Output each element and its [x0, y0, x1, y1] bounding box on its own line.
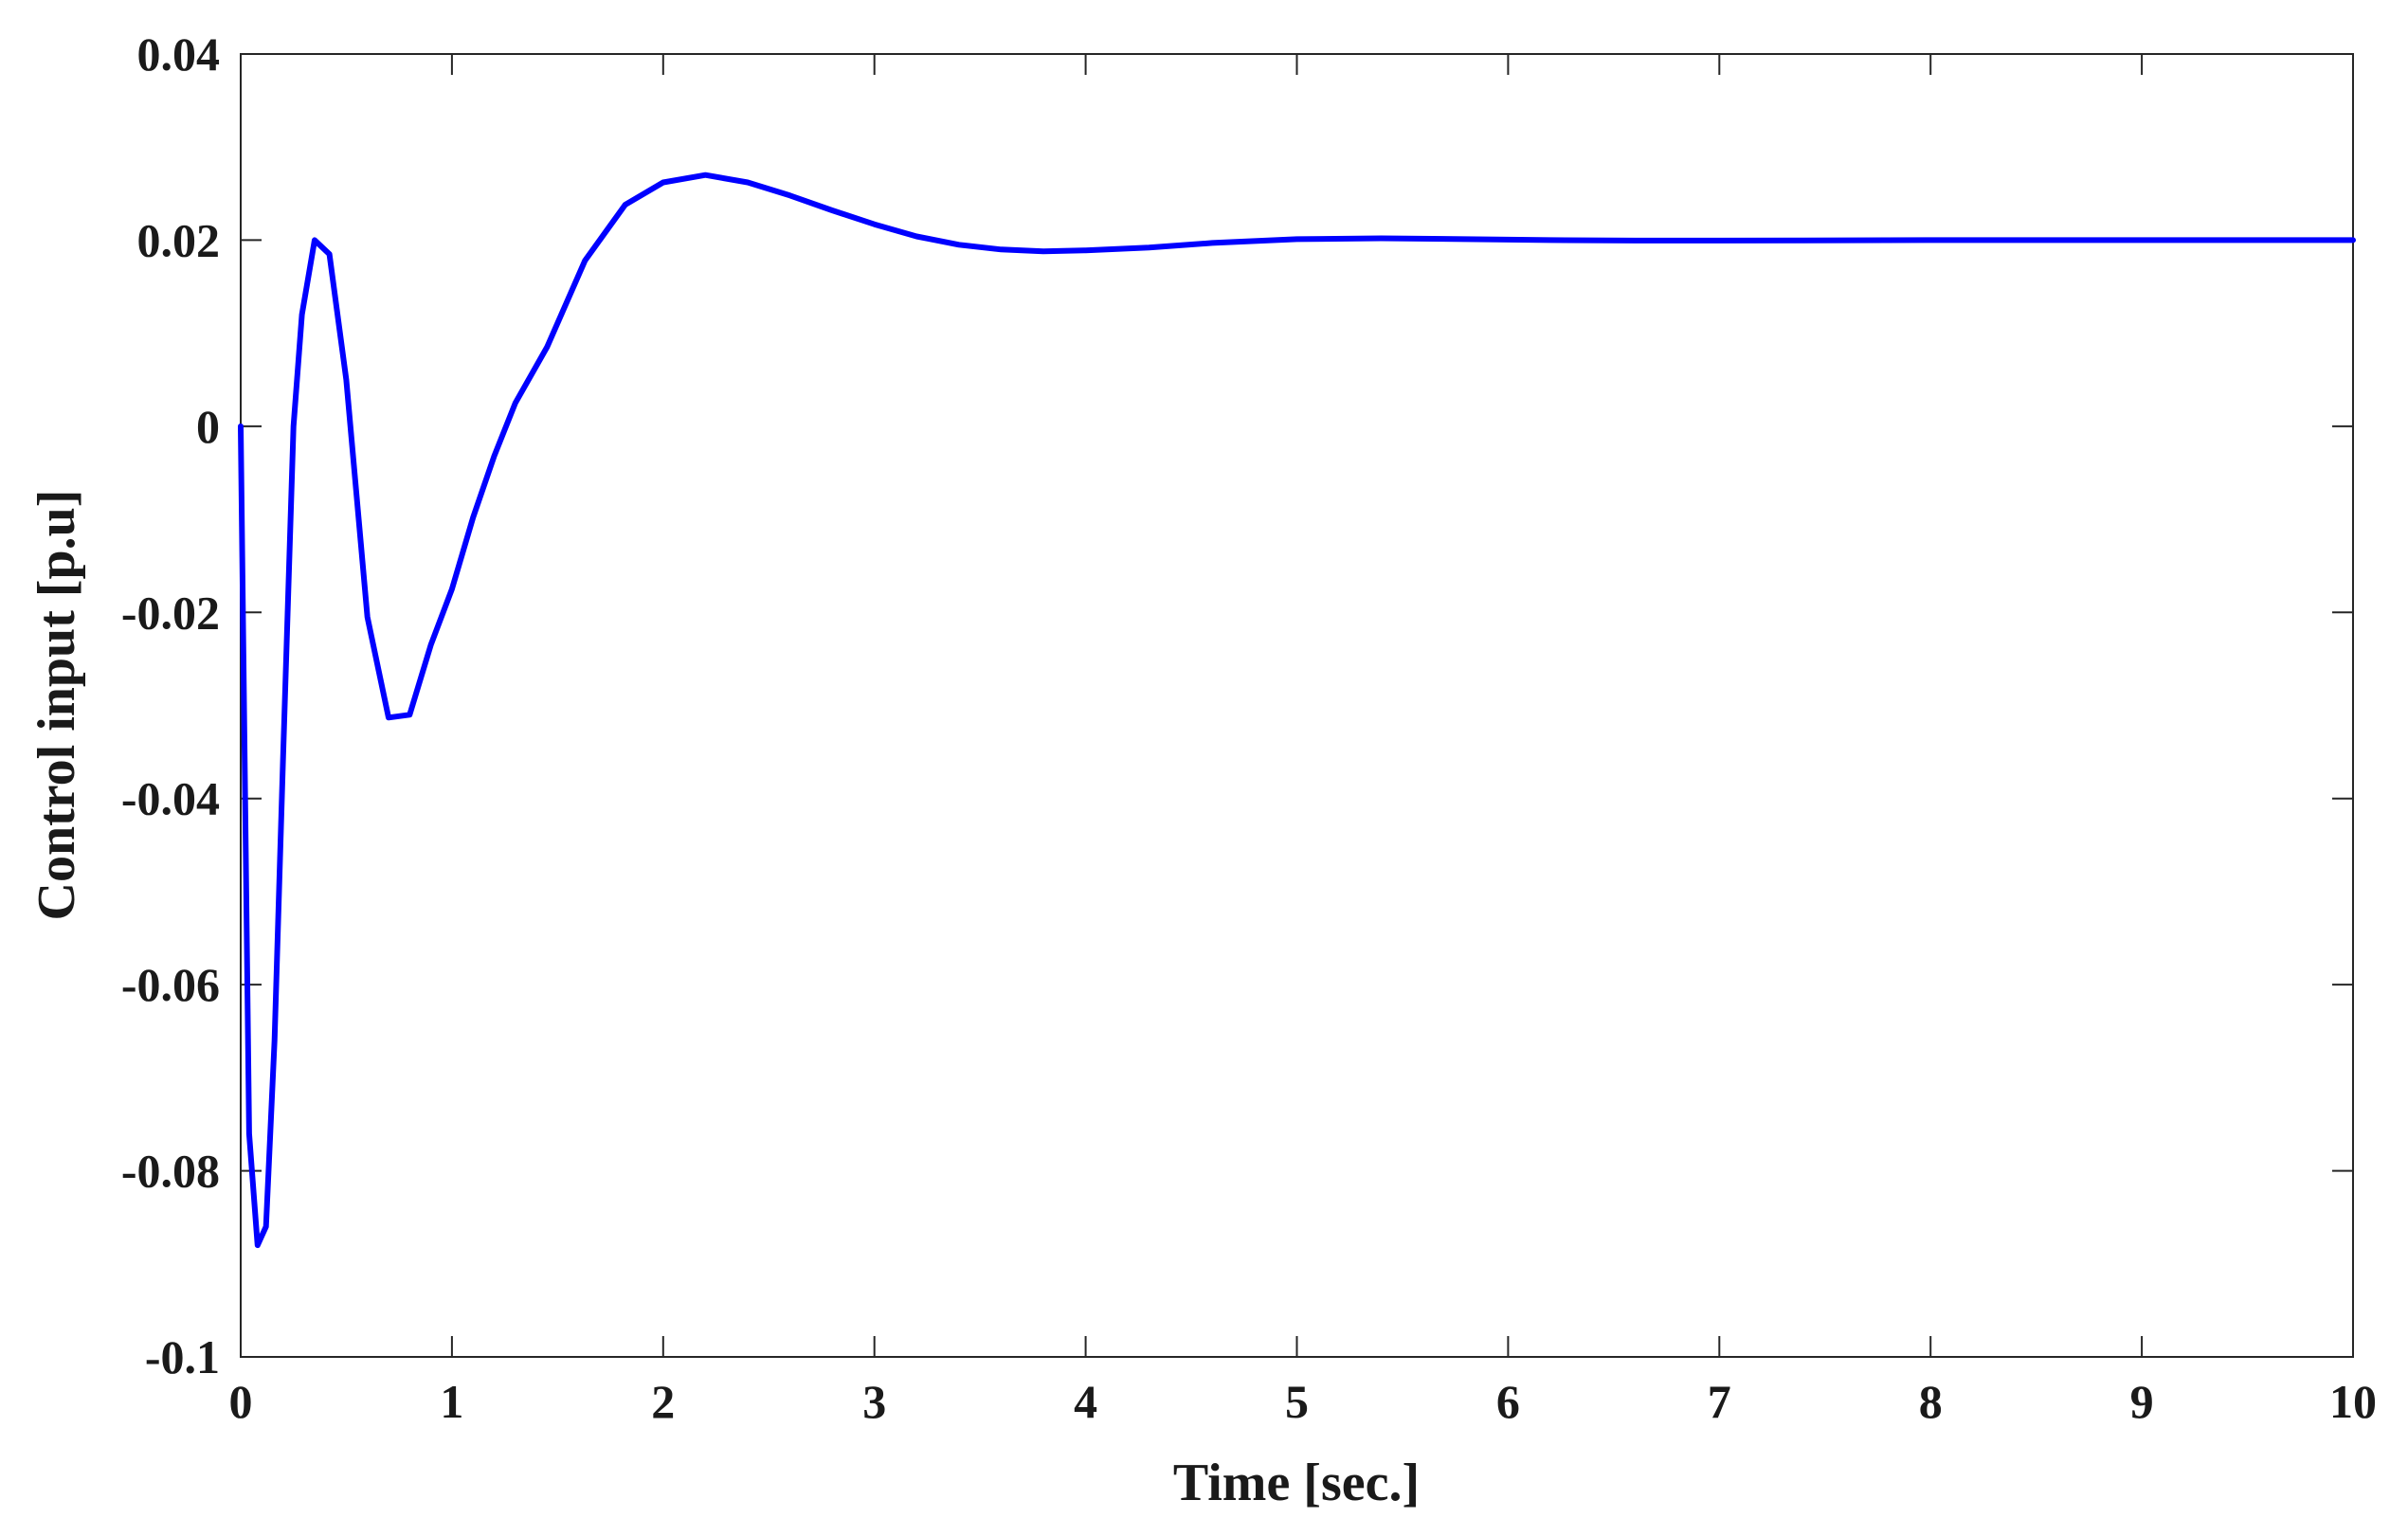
x-tick-label: 3 [862, 1375, 886, 1428]
x-tick-label: 5 [1285, 1375, 1309, 1428]
x-tick-label: 6 [1496, 1375, 1520, 1428]
y-tick-label: -0.02 [121, 586, 220, 639]
x-tick-label: 1 [440, 1375, 463, 1428]
x-tick-label: 0 [229, 1375, 253, 1428]
y-tick-label: -0.06 [121, 958, 220, 1011]
x-tick-label: 9 [2130, 1375, 2154, 1428]
x-tick-label: 8 [1919, 1375, 1943, 1428]
y-tick-label: -0.1 [145, 1330, 220, 1383]
x-tick-label: 10 [2329, 1375, 2377, 1428]
x-tick-label: 4 [1074, 1375, 1097, 1428]
y-axis-label: Control input [p.u] [27, 490, 86, 921]
y-tick-label: -0.04 [121, 772, 220, 825]
x-tick-label: 7 [1708, 1375, 1731, 1428]
y-tick-label: 0.02 [137, 213, 221, 266]
x-tick-label: 2 [651, 1375, 675, 1428]
x-axis-label: Time [sec.] [1173, 1454, 1420, 1512]
y-tick-label: 0.04 [137, 27, 221, 81]
y-tick-label: 0 [196, 400, 220, 453]
y-tick-label: -0.08 [121, 1145, 220, 1198]
